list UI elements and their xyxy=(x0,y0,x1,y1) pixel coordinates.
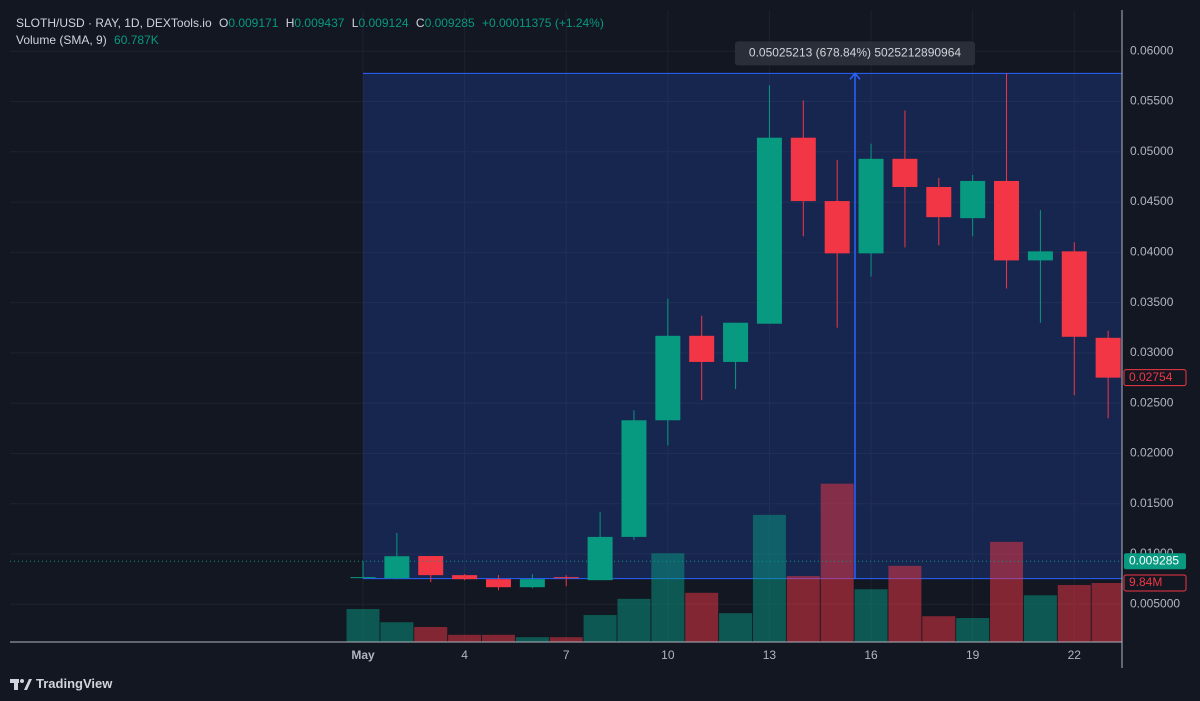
candle-body xyxy=(350,577,376,579)
l-key: L xyxy=(351,16,359,30)
candle-body xyxy=(655,335,681,421)
volume-bar xyxy=(752,514,786,642)
candle-body xyxy=(452,575,478,580)
current-price-label: 0.009285 xyxy=(1129,553,1179,567)
last-close-label-box xyxy=(1123,369,1187,387)
volume-bar xyxy=(1091,582,1125,642)
x-tick-label: 7 xyxy=(563,648,570,662)
volume-title: Volume (SMA, 9) xyxy=(16,33,107,47)
volume-bar xyxy=(414,627,448,642)
volume-bar xyxy=(346,609,380,642)
volume-bar xyxy=(888,565,922,642)
c-key: C xyxy=(415,16,425,30)
volume-bar xyxy=(820,483,854,642)
h-key: H xyxy=(285,16,295,30)
volume-bar xyxy=(651,553,685,642)
candle-body xyxy=(587,536,613,581)
x-tick-label: 4 xyxy=(461,648,468,662)
volume-bar xyxy=(549,637,583,642)
y-tick-label: 0.02500 xyxy=(1130,395,1174,409)
current-price-label-box xyxy=(1124,553,1186,570)
measure-arrowhead xyxy=(849,72,861,80)
x-tick-label: 19 xyxy=(966,648,980,662)
y-tick-label: 0.01500 xyxy=(1130,496,1174,510)
volume-bar xyxy=(956,618,990,642)
candle-body xyxy=(689,335,715,362)
candle-body xyxy=(824,201,850,254)
y-tick-label: 0.04000 xyxy=(1130,245,1174,259)
logo xyxy=(10,678,32,690)
volume-bar xyxy=(990,541,1024,642)
volume-bar xyxy=(685,592,719,642)
measure-label-box xyxy=(735,41,975,66)
c-value: 0.009285 xyxy=(424,16,475,30)
volume-bar xyxy=(1023,595,1057,642)
volume-bar xyxy=(448,634,482,642)
y-tick-label: 0.05000 xyxy=(1130,144,1174,158)
y-tick-label: 0.005000 xyxy=(1130,596,1180,610)
x-tick-label: 16 xyxy=(864,648,878,662)
legend-volume: Volume (SMA, 9) 60.787K xyxy=(16,33,163,47)
y-tick-label: 0.02000 xyxy=(1130,446,1174,460)
volume-bar xyxy=(1057,585,1091,642)
volume-bar xyxy=(481,634,515,642)
volume-bar xyxy=(583,615,617,642)
footer: TradingView xyxy=(10,676,112,691)
o-key: O xyxy=(218,16,229,30)
l-value: 0.009124 xyxy=(358,16,409,30)
candle-body xyxy=(485,579,511,588)
volume-sma: 60.787K xyxy=(114,33,159,47)
legend-ohlc: SLOTH/USD · RAY, 1D, DEXTools.io O0.0091… xyxy=(16,16,608,30)
candle-body xyxy=(1095,337,1121,378)
candle-body xyxy=(418,556,444,576)
o-value: 0.009171 xyxy=(228,16,279,30)
volume-bar xyxy=(854,589,888,642)
volume-bar xyxy=(922,616,956,642)
brand: TradingView xyxy=(36,676,113,691)
candle-body xyxy=(858,158,884,254)
x-tick-label: 22 xyxy=(1068,648,1082,662)
y-tick-label: 0.04500 xyxy=(1130,194,1174,208)
candle-body xyxy=(1061,251,1087,337)
measure-label: 0.05025213 (678.84%) 5025212890964 xyxy=(749,46,962,60)
last-close-label: 0.02754 xyxy=(1129,370,1173,384)
candle-body xyxy=(553,577,579,579)
x-tick-label: 10 xyxy=(661,648,675,662)
x-tick-label: May xyxy=(351,648,375,662)
candle-body xyxy=(519,579,545,588)
candle-body xyxy=(790,137,816,202)
volume-bar xyxy=(515,637,549,642)
candle-body xyxy=(723,322,749,362)
candle-body xyxy=(621,420,647,537)
y-tick-label: 0.06000 xyxy=(1130,43,1174,57)
volume-bar xyxy=(380,622,414,642)
volume-value-label: 9.84M xyxy=(1129,575,1162,589)
y-tick-label: 0.05500 xyxy=(1130,94,1174,108)
candle-body xyxy=(1027,251,1053,261)
volume-bar xyxy=(786,576,820,642)
symbol: SLOTH/USD · RAY, 1D, DEXTools.io xyxy=(16,16,212,30)
volume-value-label-box xyxy=(1123,574,1187,592)
candle-body xyxy=(384,556,410,579)
candle-body xyxy=(892,158,918,187)
volume-bar xyxy=(617,598,651,642)
candle-body xyxy=(756,137,782,324)
change: +0.00011375 (+1.24%) xyxy=(481,16,604,30)
volume-bar xyxy=(719,613,753,642)
candle-body xyxy=(994,180,1020,261)
y-tick-label: 0.03000 xyxy=(1130,345,1174,359)
y-tick-label: 0.03500 xyxy=(1130,295,1174,309)
x-tick-label: 13 xyxy=(763,648,777,662)
candle-body xyxy=(960,180,986,219)
h-value: 0.009437 xyxy=(294,16,345,30)
candle-body xyxy=(926,186,952,218)
